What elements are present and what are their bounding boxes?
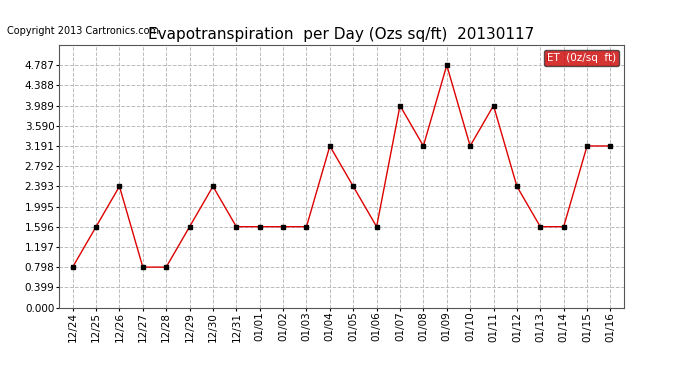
- Legend: ET  (0z/sq  ft): ET (0z/sq ft): [544, 50, 619, 66]
- Text: Copyright 2013 Cartronics.com: Copyright 2013 Cartronics.com: [7, 26, 159, 36]
- Title: Evapotranspiration  per Day (Ozs sq/ft)  20130117: Evapotranspiration per Day (Ozs sq/ft) 2…: [148, 27, 535, 42]
